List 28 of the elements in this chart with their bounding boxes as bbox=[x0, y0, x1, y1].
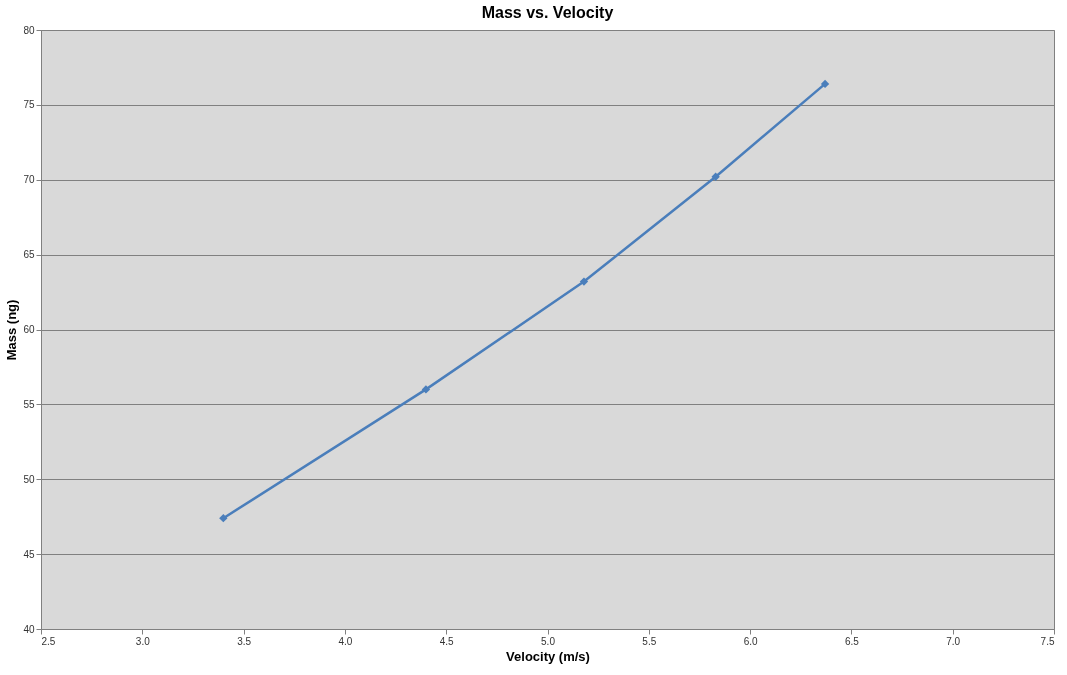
x-tick-label: 5.5 bbox=[642, 635, 657, 647]
x-tick-label: 3.0 bbox=[135, 635, 151, 647]
y-tick-label: 80 bbox=[23, 24, 35, 36]
x-tick-label: 5.0 bbox=[541, 635, 556, 647]
y-tick-label: 75 bbox=[23, 99, 35, 111]
point bbox=[711, 172, 720, 181]
point bbox=[219, 514, 228, 523]
x-tick-label: 2.5 bbox=[41, 635, 56, 647]
y-tick-label: 50 bbox=[23, 473, 35, 485]
x-tick-label: 7.0 bbox=[946, 635, 961, 647]
y-tick-label: 60 bbox=[23, 324, 35, 335]
x-tick-label: 4.0 bbox=[338, 635, 353, 647]
y-tick-label: 45 bbox=[23, 548, 35, 560]
x-tick-label: 6.0 bbox=[743, 635, 758, 647]
y-tick-label: 70 bbox=[23, 174, 35, 186]
x-tick-label: 7.5 bbox=[1040, 635, 1055, 647]
y-axis-title: Mass (ng) bbox=[4, 299, 20, 361]
point bbox=[421, 385, 431, 394]
point bbox=[579, 277, 589, 286]
x-tick-label: 6.5 bbox=[844, 635, 860, 647]
chart-title: Mass vs. Velocity bbox=[481, 4, 614, 21]
y-tick-label: 65 bbox=[23, 249, 35, 261]
x-tick-label: 3.5 bbox=[237, 635, 252, 647]
y-tick-label: 40 bbox=[23, 623, 35, 635]
y-tick-label: 55 bbox=[23, 398, 35, 410]
x-axis-title: Velocity (m/s) bbox=[506, 648, 590, 664]
x-tick-label: 4.5 bbox=[439, 635, 455, 647]
point bbox=[820, 79, 830, 89]
